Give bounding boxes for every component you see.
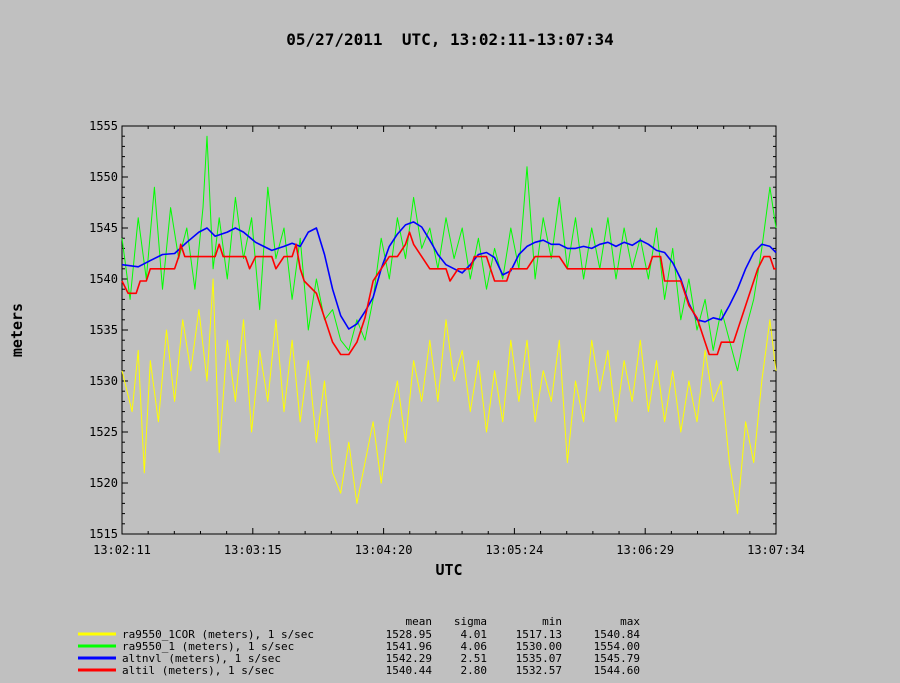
x-tick-label: 13:06:29 <box>616 543 674 557</box>
x-axis-label: UTC <box>435 561 462 579</box>
y-tick-label: 1515 <box>89 527 118 541</box>
legend: mean sigma min max ra9550_1COR (meters), 1 s… <box>78 615 640 677</box>
y-tick-label: 1540 <box>89 272 118 286</box>
stats-value: 2.80 <box>461 664 488 677</box>
series-lines <box>121 135 777 515</box>
stats-value: 1530.00 <box>516 640 562 653</box>
series-line-2 <box>121 221 777 330</box>
stats-value: 1540.44 <box>386 664 433 677</box>
x-tick-label: 13:07:34 <box>747 543 805 557</box>
y-tick-label: 1525 <box>89 425 118 439</box>
y-tick-label: 1520 <box>89 476 118 490</box>
stats-header: sigma <box>454 615 487 628</box>
stats-value: 4.01 <box>461 628 488 641</box>
stats-value: 1535.07 <box>516 652 562 665</box>
y-tick-label: 1535 <box>89 323 118 337</box>
x-tick-label: 13:05:24 <box>486 543 544 557</box>
stats-header: mean <box>406 615 433 628</box>
stats-value: 1542.29 <box>386 652 432 665</box>
stats-value: 1528.95 <box>386 628 432 641</box>
y-tick-label: 1555 <box>89 119 118 133</box>
legend-label: ra9550_1COR (meters), 1 s/sec <box>122 628 314 641</box>
y-tick-label: 1530 <box>89 374 118 388</box>
stats-value: 1545.79 <box>594 652 640 665</box>
stats-value: 2.51 <box>461 652 488 665</box>
y-axis: 1515 1520 1525 1530 1535 1540 1545 1550 1555 <box>89 119 776 541</box>
stats-value: 1554.00 <box>594 640 640 653</box>
x-tick-label: 13:02:11 <box>93 543 151 557</box>
stats-value: 1544.60 <box>594 664 640 677</box>
legend-label: ra9550_1 (meters), 1 s/sec <box>122 640 294 653</box>
legend-label: altil (meters), 1 s/sec <box>122 664 274 677</box>
y-axis-label: meters <box>8 303 26 357</box>
x-tick-label: 13:03:15 <box>224 543 282 557</box>
chart-title: 05/27/2011 UTC, 13:02:11-13:07:34 <box>286 30 614 49</box>
y-tick-label: 1545 <box>89 221 118 235</box>
legend-label: altnvl (meters), 1 s/sec <box>122 652 281 665</box>
stats-header: min <box>542 615 562 628</box>
stats-value: 1532.57 <box>516 664 562 677</box>
stats-value: 1517.13 <box>516 628 562 641</box>
x-axis: 13:02:11 13:03:15 13:04:20 13:05:24 13:06:29… <box>93 126 805 557</box>
stats-value: 1540.84 <box>594 628 641 641</box>
stats-value: 1541.96 <box>386 640 432 653</box>
stats-value: 4.06 <box>461 640 488 653</box>
plot-area <box>121 125 777 535</box>
y-tick-label: 1550 <box>89 170 118 184</box>
series-line-0 <box>121 278 777 515</box>
stats-header: max <box>620 615 640 628</box>
series-line-3 <box>121 231 776 356</box>
series-line-1 <box>121 135 777 372</box>
x-tick-label: 13:04:20 <box>355 543 413 557</box>
